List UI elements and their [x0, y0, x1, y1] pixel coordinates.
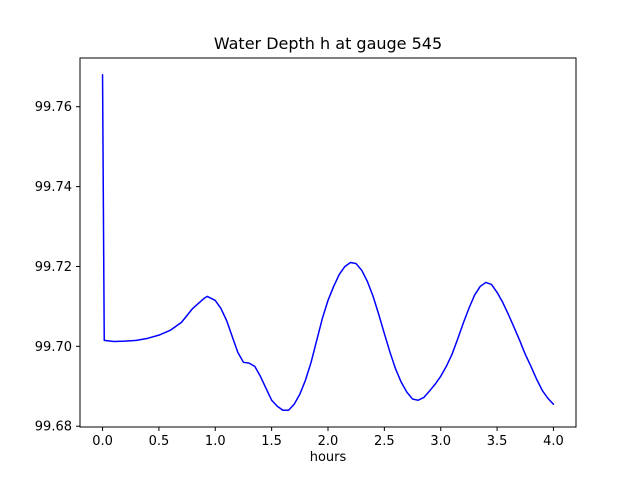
chart-title: Water Depth h at gauge 545 [214, 34, 442, 53]
x-tick-label: 3.0 [430, 434, 451, 449]
y-tick-label: 99.72 [35, 260, 72, 275]
x-tick-label: 3.5 [487, 434, 508, 449]
axis-tick-labels: 0.0 0.5 1.0 1.5 2.0 2.5 3.0 3.5 4.0 99.68 99.70 99.… [35, 100, 564, 449]
y-tick-label: 99.76 [35, 100, 72, 115]
x-tick-label: 4.0 [543, 434, 564, 449]
data-line-series [101, 74, 555, 411]
y-tick-label: 99.70 [35, 340, 72, 355]
x-tick-label: 1.5 [261, 434, 282, 449]
x-tick-label: 0.0 [92, 434, 113, 449]
x-tick-label: 2.0 [318, 434, 339, 449]
y-tick-label: 99.68 [35, 420, 72, 435]
x-tick-label: 2.5 [374, 434, 395, 449]
axis-ticks [76, 106, 554, 431]
y-tick-label: 99.74 [35, 180, 72, 195]
data-line [101, 74, 555, 411]
x-tick-label: 0.5 [149, 434, 170, 449]
plot-frame [79, 57, 577, 428]
x-axis-label: hours [310, 450, 347, 465]
x-tick-label: 1.0 [205, 434, 226, 449]
